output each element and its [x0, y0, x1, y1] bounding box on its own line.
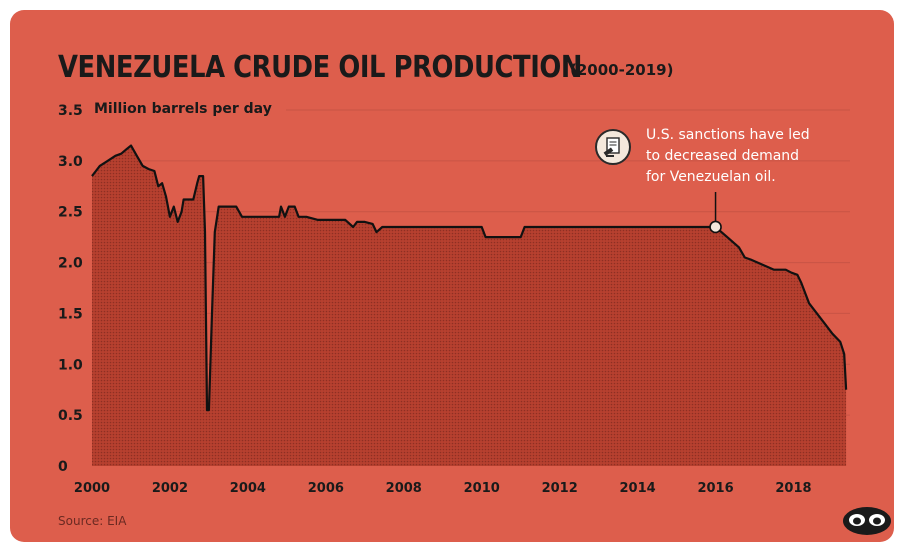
x-tick-label: 2000: [74, 481, 110, 496]
annotation-line: U.S. sanctions have led: [646, 127, 810, 143]
visual-capitalist-logo-icon: [842, 506, 892, 536]
x-tick-label: 2006: [308, 481, 344, 496]
source-note: Source: EIA: [58, 514, 127, 528]
chart-title: VENEZUELA CRUDE OIL PRODUCTION: [58, 50, 583, 85]
chart-card: VENEZUELA CRUDE OIL PRODUCTION (2000-201…: [10, 10, 894, 542]
y-tick-label: 0: [58, 459, 68, 475]
chart-subtitle: (2000-2019): [570, 61, 674, 79]
x-tick-label: 2012: [542, 481, 578, 496]
y-tick-label: 1.0: [58, 357, 83, 373]
y-tick-label: 3.0: [58, 154, 83, 170]
chart-plot: 00.51.01.52.02.53.03.5 2000 2002 2004 2006 2…: [58, 103, 850, 496]
x-tick-label: 2002: [152, 481, 188, 496]
x-tick-label: 2004: [230, 481, 266, 496]
annotation-line: for Venezuelan oil.: [646, 169, 776, 185]
area-layer: [91, 144, 848, 466]
y-tick-label: 0.5: [58, 408, 83, 424]
x-tick-label: 2016: [697, 481, 733, 496]
y-axis-ticks: 0 0.5 1.0 1.5 2.0 2.5 3.0 3.5: [58, 103, 83, 475]
production-area: [92, 145, 847, 466]
annotation-point: [709, 220, 722, 234]
x-tick-label: 2014: [620, 481, 656, 496]
annotation-line: to decreased demand: [646, 148, 800, 164]
chart-title-row: VENEZUELA CRUDE OIL PRODUCTION: [58, 50, 667, 85]
annotation-text: U.S. sanctions have led to decreased dem…: [646, 125, 866, 188]
x-tick-label: 2010: [464, 481, 500, 496]
y-tick-label: 3.5: [58, 103, 83, 119]
y-axis-unit-label: Million barrels per day: [94, 101, 272, 117]
x-tick-label: 2008: [386, 481, 422, 496]
production-line: [91, 144, 848, 412]
x-tick-label: 2018: [775, 481, 811, 496]
sanctions-document-icon: [595, 129, 631, 165]
y-tick-label: 1.5: [58, 306, 83, 322]
y-tick-label: 2.0: [58, 256, 83, 272]
y-tick-label: 2.5: [58, 205, 83, 221]
x-axis-ticks: 2000 2002 2004 2006 2008 2010 2012 2014 2016 2018: [74, 481, 812, 496]
annotation-marker-layer: [709, 192, 722, 234]
